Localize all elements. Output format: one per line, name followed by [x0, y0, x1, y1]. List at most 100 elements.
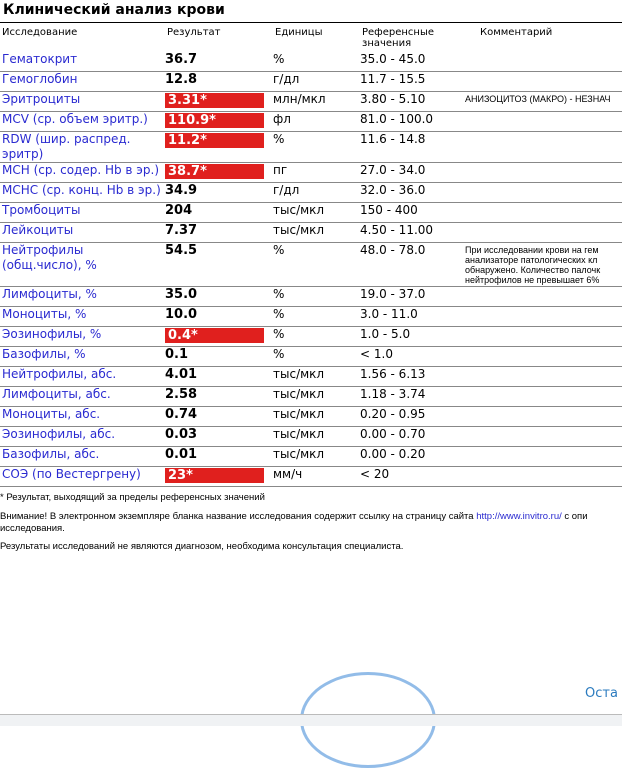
page-title: Клинический анализ крови	[3, 2, 225, 18]
test-name-link[interactable]: Нейтрофилы, абс.	[0, 366, 165, 387]
test-name-link[interactable]: Эозинофилы, %	[0, 326, 165, 347]
result-value: 12.8	[165, 71, 273, 92]
result-value: 2.58	[165, 386, 273, 407]
table-row: Тромбоциты 204 тыс/мкл 150 - 400	[0, 202, 622, 223]
result-text: 204	[165, 203, 193, 218]
test-name-link[interactable]: MCV (ср. объем эритр.)	[0, 111, 165, 132]
result-text: 36.7	[165, 52, 198, 67]
units: %	[273, 346, 360, 367]
table-row: Гематокрит 36.7% 35.0 - 45.0	[0, 52, 622, 72]
test-name-link[interactable]: Эозинофилы, абс.	[0, 426, 165, 447]
comment	[465, 326, 622, 347]
units: тыс/мкл	[273, 202, 360, 223]
notice-text: Внимание! В электронном экземпляре бланк…	[0, 511, 477, 522]
test-name-link[interactable]: Тромбоциты	[0, 202, 165, 223]
comment	[465, 306, 622, 327]
reference-range: 4.50 - 11.00	[360, 222, 465, 243]
test-name-link[interactable]: MCHC (ср. конц. Hb в эр.)	[0, 182, 165, 203]
test-name-link[interactable]: RDW (шир. распред. эритр)	[0, 131, 165, 163]
invitro-link[interactable]: http://www.invitro.ru/	[476, 511, 562, 522]
result-text: 10.0	[165, 307, 198, 322]
footnote: * Результат, выходящий за пределы рефере…	[0, 492, 265, 503]
result-value: 10.0	[165, 306, 273, 327]
test-name-link[interactable]: Гематокрит	[0, 52, 165, 72]
comment	[465, 162, 622, 183]
result-flagged: 38.7*	[165, 164, 264, 179]
reference-range: 1.0 - 5.0	[360, 326, 465, 347]
result-value: 3.31*	[165, 91, 273, 112]
result-value: 110.9*	[165, 111, 273, 132]
reference-range: 3.80 - 5.10	[360, 91, 465, 112]
result-text: 35.0	[165, 287, 198, 302]
comment	[465, 466, 622, 487]
test-name-link[interactable]: MCH (ср. содер. Hb в эр.)	[0, 162, 165, 183]
reference-range: 27.0 - 34.0	[360, 162, 465, 183]
bottom-right-text: Оста	[585, 686, 618, 701]
test-name-link[interactable]: Лимфоциты, %	[0, 286, 165, 307]
divider	[0, 22, 622, 23]
test-name-link[interactable]: СОЭ (по Вестергрену)	[0, 466, 165, 487]
comment	[465, 346, 622, 367]
units: %	[273, 242, 360, 287]
result-text: 12.8	[165, 72, 198, 87]
table-row: Эритроциты 3.31* млн/мкл 3.80 - 5.10 АНИЗОЦИ…	[0, 91, 622, 112]
notice-text-end: с опи	[561, 511, 588, 522]
test-name-link[interactable]: Базофилы, абс.	[0, 446, 165, 467]
table-row: Моноциты, % 10.0% 3.0 - 11.0	[0, 306, 622, 327]
table-row: Нейтрофилы (общ.число), % 54.5% 48.0 - 78.…	[0, 242, 622, 287]
result-value: 0.74	[165, 406, 273, 427]
reference-range: 150 - 400	[360, 202, 465, 223]
units: г/дл	[273, 182, 360, 203]
test-name-link[interactable]: Нейтрофилы (общ.число), %	[0, 242, 165, 287]
result-flagged: 3.31*	[165, 93, 264, 108]
result-flagged: 0.4*	[165, 328, 264, 343]
test-name-link[interactable]: Моноциты, %	[0, 306, 165, 327]
table-row: Моноциты, абс. 0.74 тыс/мкл 0.20 - 0.95	[0, 406, 622, 427]
result-text: 2.58	[165, 387, 198, 402]
result-text: 0.03	[165, 427, 198, 442]
result-text: 34.9	[165, 183, 198, 198]
test-name-link[interactable]: Лейкоциты	[0, 222, 165, 243]
test-name-link[interactable]: Эритроциты	[0, 91, 165, 112]
reference-range: 19.0 - 37.0	[360, 286, 465, 307]
table-row: Нейтрофилы, абс. 4.01 тыс/мкл 1.56 - 6.13	[0, 366, 622, 387]
result-flagged: 11.2*	[165, 133, 264, 148]
comment	[465, 426, 622, 447]
units: фл	[273, 111, 360, 132]
reference-range: 3.0 - 11.0	[360, 306, 465, 327]
table-row: MCHC (ср. конц. Hb в эр.) 34.9 г/дл 32.0 - …	[0, 182, 622, 203]
result-value: 36.7	[165, 52, 273, 72]
units: пг	[273, 162, 360, 183]
test-name-link[interactable]: Гемоглобин	[0, 71, 165, 92]
table-row: RDW (шир. распред. эритр) 11.2*% 11.6 - 14…	[0, 131, 622, 163]
table-row: Лимфоциты, % 35.0% 19.0 - 37.0	[0, 286, 622, 307]
test-name-link[interactable]: Базофилы, %	[0, 346, 165, 367]
table-row: Лейкоциты 7.37 тыс/мкл 4.50 - 11.00	[0, 222, 622, 243]
reference-range: 1.18 - 3.74	[360, 386, 465, 407]
comment: При исследовании крови на гем анализатор…	[465, 242, 622, 287]
comment	[465, 386, 622, 407]
result-value: 7.37	[165, 222, 273, 243]
result-text: 0.74	[165, 407, 198, 422]
result-text: 0.1	[165, 347, 189, 362]
comment	[465, 406, 622, 427]
units: г/дл	[273, 71, 360, 92]
reference-range: 1.56 - 6.13	[360, 366, 465, 387]
units: тыс/мкл	[273, 406, 360, 427]
table-row: Лимфоциты, абс. 2.58 тыс/мкл 1.18 - 3.74	[0, 386, 622, 407]
units: %	[273, 326, 360, 347]
comment	[465, 71, 622, 92]
units: %	[273, 131, 360, 163]
table-row: MCV (ср. объем эритр.) 110.9* фл 81.0 - 100…	[0, 111, 622, 132]
result-flagged: 110.9*	[165, 113, 264, 128]
result-value: 35.0	[165, 286, 273, 307]
test-name-link[interactable]: Моноциты, абс.	[0, 406, 165, 427]
reference-range: 35.0 - 45.0	[360, 52, 465, 72]
reference-range: 81.0 - 100.0	[360, 111, 465, 132]
reference-range: 11.6 - 14.8	[360, 131, 465, 163]
reference-range: 0.00 - 0.70	[360, 426, 465, 447]
comment	[465, 182, 622, 203]
results-table: Гематокрит 36.7% 35.0 - 45.0 Гемоглобин 12.8…	[0, 52, 622, 487]
header-ref: Референсные значения	[362, 27, 435, 49]
test-name-link[interactable]: Лимфоциты, абс.	[0, 386, 165, 407]
